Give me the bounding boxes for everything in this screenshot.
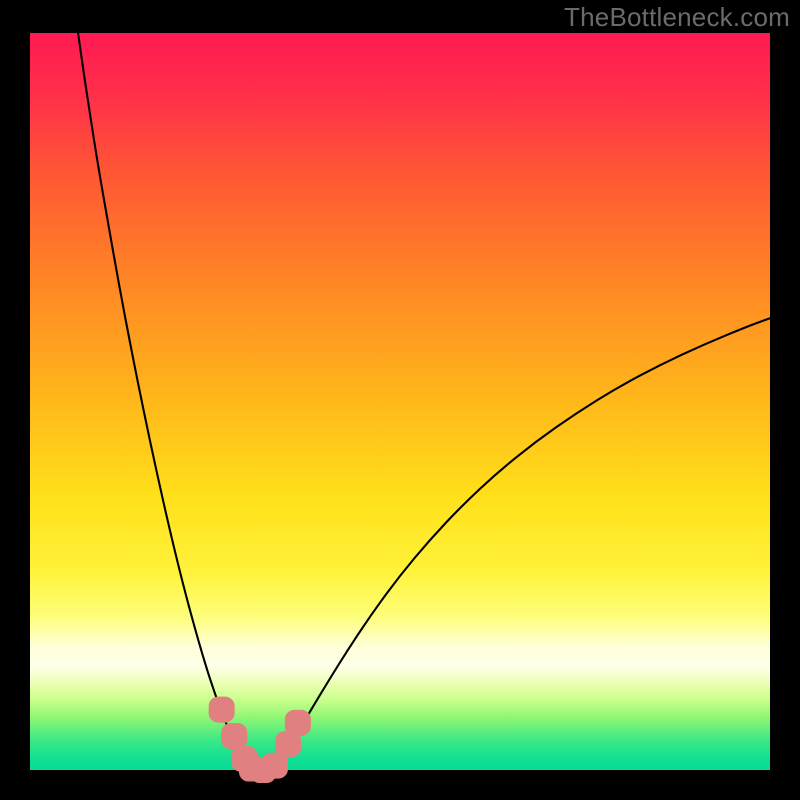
marker-point <box>285 710 310 735</box>
chart-container: TheBottleneck.com <box>0 0 800 800</box>
marker-point <box>209 697 234 722</box>
bottleneck-chart <box>0 0 800 800</box>
watermark-text: TheBottleneck.com <box>564 2 790 33</box>
marker-point <box>222 724 247 749</box>
